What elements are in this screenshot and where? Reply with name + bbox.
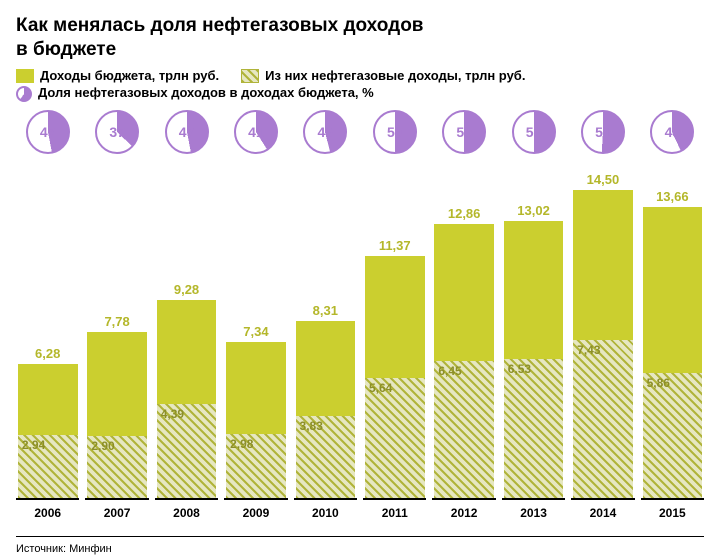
chart-column: 468,313,832010 (294, 110, 357, 520)
share-pie-label: 41 (248, 124, 264, 140)
share-pie-label: 50 (456, 124, 472, 140)
share-pie-label: 51 (595, 124, 611, 140)
legend-share-swatch (16, 86, 32, 102)
oilgas-bar: 4,39 (157, 404, 217, 497)
oilgas-value-label: 7,43 (577, 343, 600, 357)
share-pie-label: 43 (665, 124, 681, 140)
x-axis-label: 2009 (243, 506, 270, 520)
oilgas-bar: 3,83 (296, 416, 356, 497)
chart-column: 479,284,392008 (155, 110, 218, 520)
x-axis-label: 2008 (173, 506, 200, 520)
share-pie-label: 47 (179, 124, 195, 140)
oilgas-bar: 2,94 (18, 435, 78, 497)
total-bar: 14,507,43 (573, 190, 633, 498)
legend-oilgas: Из них нефтегазовые доходы, трлн руб. (241, 68, 525, 84)
oilgas-value-label: 2,98 (230, 437, 253, 451)
total-bar: 13,026,53 (504, 221, 564, 498)
chart-column: 417,342,982009 (224, 110, 287, 520)
total-bar: 13,665,86 (643, 207, 703, 497)
oilgas-bar: 6,53 (504, 359, 564, 498)
total-bar: 9,284,39 (157, 300, 217, 497)
share-pie-label: 47 (40, 124, 56, 140)
oilgas-bar: 2,90 (87, 436, 147, 498)
x-axis-label: 2013 (520, 506, 547, 520)
x-axis-label: 2015 (659, 506, 686, 520)
legend-total-label: Доходы бюджета, трлн руб. (40, 68, 219, 83)
x-axis-label: 2011 (382, 506, 408, 520)
oilgas-value-label: 6,53 (508, 362, 531, 376)
oilgas-value-label: 4,39 (161, 407, 184, 421)
x-axis-label: 2012 (451, 506, 478, 520)
total-bar: 7,342,98 (226, 342, 286, 498)
share-pie-label: 50 (387, 124, 403, 140)
x-axis-label: 2007 (104, 506, 131, 520)
oilgas-bar: 2,98 (226, 434, 286, 497)
oilgas-value-label: 3,83 (300, 419, 323, 433)
total-value-label: 7,34 (226, 324, 286, 339)
share-pie-label: 46 (318, 124, 334, 140)
total-value-label: 8,31 (296, 303, 356, 318)
total-value-label: 7,78 (87, 314, 147, 329)
legend-total-swatch (16, 69, 34, 83)
total-bar: 7,782,90 (87, 332, 147, 497)
legend-total: Доходы бюджета, трлн руб. (16, 68, 219, 84)
chart-column: 5114,507,432014 (571, 110, 634, 520)
share-pie-label: 50 (526, 124, 542, 140)
total-value-label: 13,02 (504, 203, 564, 218)
total-bar: 11,375,64 (365, 256, 425, 498)
oilgas-value-label: 2,94 (22, 438, 45, 452)
oilgas-bar: 5,86 (643, 373, 703, 498)
legend-oilgas-label: Из них нефтегазовые доходы, трлн руб. (265, 68, 525, 83)
oilgas-bar: 6,45 (434, 361, 494, 498)
legend-oilgas-swatch (241, 69, 259, 83)
chart-column: 377,782,902007 (85, 110, 148, 520)
x-axis-label: 2014 (590, 506, 617, 520)
x-axis-label: 2010 (312, 506, 339, 520)
oilgas-bar: 7,43 (573, 340, 633, 498)
total-value-label: 6,28 (18, 346, 78, 361)
oilgas-bar: 5,64 (365, 378, 425, 498)
legend: Доходы бюджета, трлн руб. Из них нефтега… (16, 68, 704, 102)
x-axis-label: 2006 (34, 506, 61, 520)
share-pie-label: 37 (109, 124, 125, 140)
legend-share-label: Доля нефтегазовых доходов в доходах бюдж… (38, 85, 374, 100)
source-line: Источник: Минфин (16, 536, 704, 555)
chart-title: Как менялась доля нефтегазовых доходов в… (16, 14, 704, 62)
total-bar: 8,313,83 (296, 321, 356, 498)
chart-column: 5011,375,642011 (363, 110, 426, 520)
bar-chart: 476,282,942006377,782,902007479,284,3920… (16, 110, 704, 520)
oilgas-value-label: 6,45 (438, 364, 461, 378)
oilgas-value-label: 5,64 (369, 381, 392, 395)
chart-column: 5013,026,532013 (502, 110, 565, 520)
total-value-label: 13,66 (643, 189, 703, 204)
oilgas-value-label: 2,90 (91, 439, 114, 453)
total-value-label: 9,28 (157, 282, 217, 297)
total-bar: 6,282,94 (18, 364, 78, 497)
title-line-1: Как менялась доля нефтегазовых доходов (16, 15, 423, 36)
oilgas-value-label: 5,86 (647, 376, 670, 390)
chart-column: 4313,665,862015 (641, 110, 704, 520)
chart-column: 476,282,942006 (16, 110, 79, 520)
chart-column: 5012,866,452012 (432, 110, 495, 520)
legend-share: Доля нефтегазовых доходов в доходах бюдж… (16, 85, 374, 100)
title-line-2: в бюджете (16, 39, 116, 60)
total-value-label: 11,37 (365, 238, 425, 253)
total-bar: 12,866,45 (434, 224, 494, 497)
total-value-label: 14,50 (573, 172, 633, 187)
total-value-label: 12,86 (434, 206, 494, 221)
